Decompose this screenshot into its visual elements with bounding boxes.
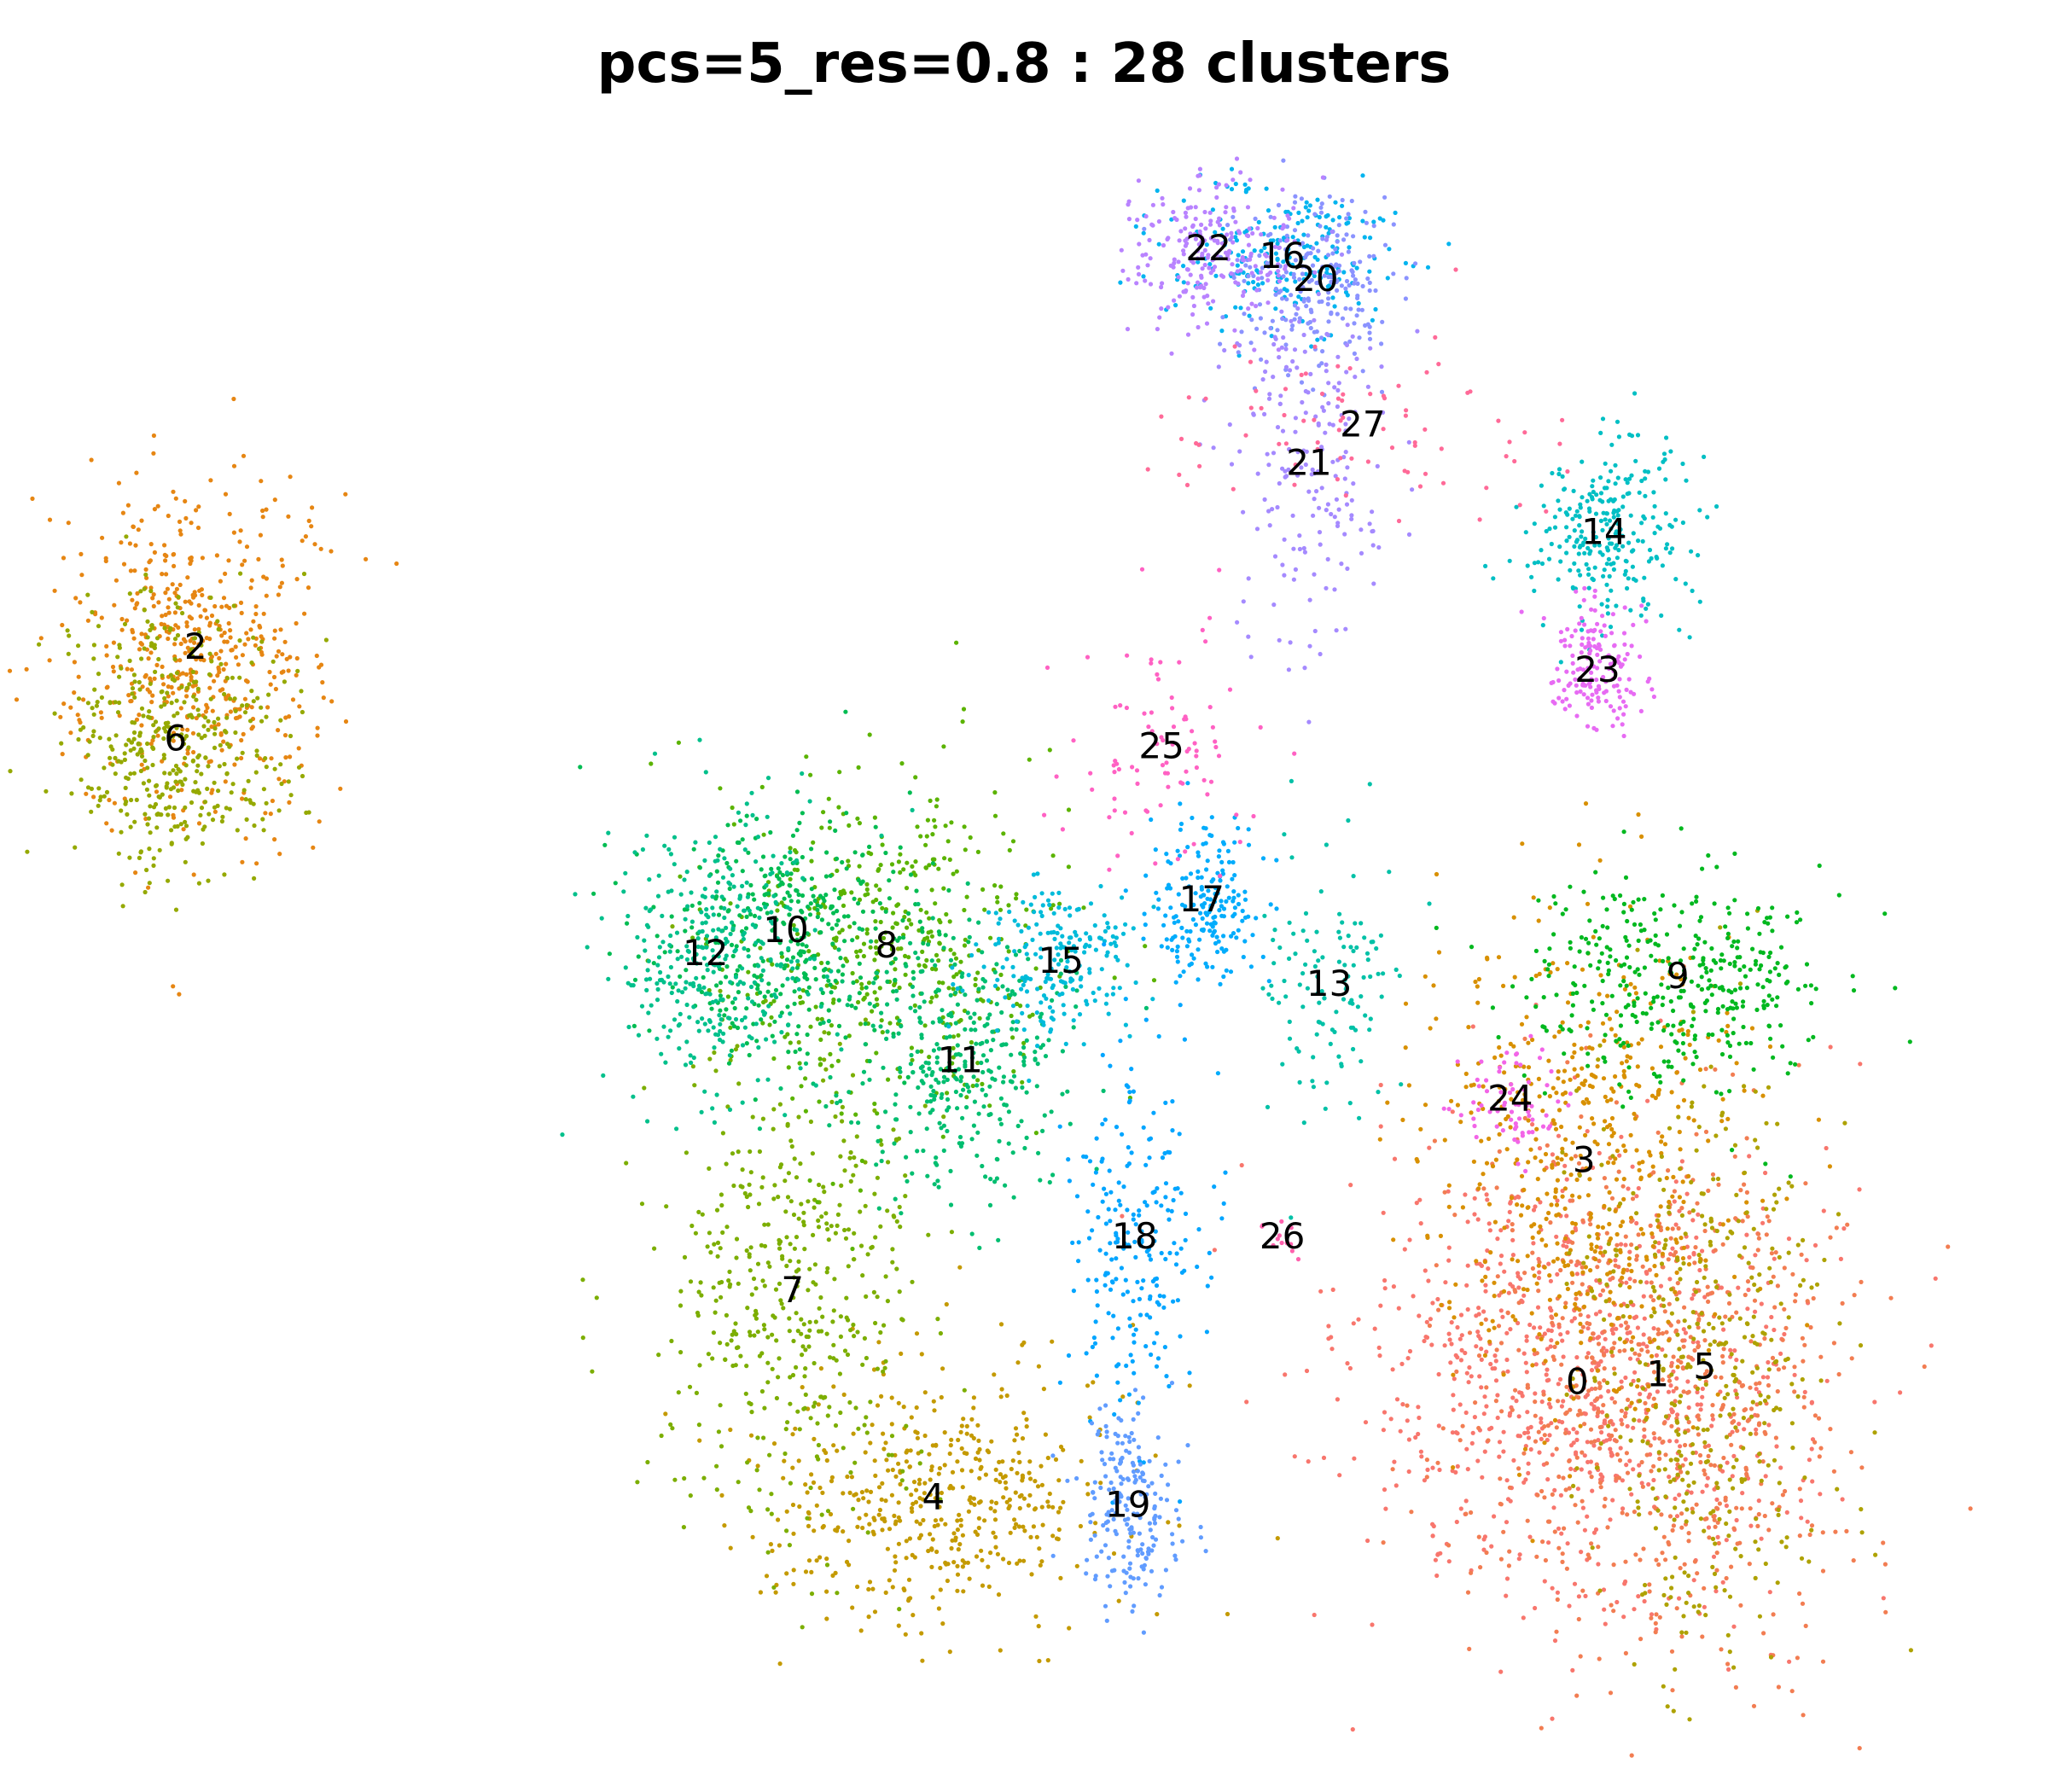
cluster-5-points bbox=[1560, 908, 1913, 1722]
cluster-2-points bbox=[7, 396, 399, 997]
cluster-24-points bbox=[1441, 1033, 1573, 1173]
cluster-label-16: 16 bbox=[1260, 235, 1305, 276]
cell-points-layer bbox=[7, 156, 1973, 1758]
cluster-label-14: 14 bbox=[1581, 510, 1626, 552]
cluster-label-0: 0 bbox=[1566, 1361, 1589, 1403]
cluster-14-points bbox=[1483, 391, 1719, 665]
cluster-9-points bbox=[1434, 826, 1912, 1179]
cluster-19-points bbox=[1050, 1381, 1208, 1635]
cluster-22-points bbox=[1119, 156, 1325, 356]
cluster-label-5: 5 bbox=[1693, 1346, 1716, 1388]
cluster-label-9: 9 bbox=[1667, 955, 1690, 997]
cluster-10-points bbox=[578, 709, 971, 1103]
cluster-label-10: 10 bbox=[763, 909, 808, 951]
cluster-label-12: 12 bbox=[683, 932, 728, 974]
cluster-label-20: 20 bbox=[1293, 258, 1338, 300]
cluster-23-points bbox=[1519, 585, 1656, 739]
cluster-label-11: 11 bbox=[938, 1039, 983, 1081]
cluster-15-points bbox=[946, 871, 1156, 1084]
cluster-label-2: 2 bbox=[184, 625, 207, 667]
cluster-label-8: 8 bbox=[876, 924, 899, 966]
cluster-25-points bbox=[1042, 567, 1297, 878]
cluster-label-24: 24 bbox=[1487, 1078, 1533, 1120]
cluster-21-points bbox=[1197, 229, 1420, 724]
cluster-label-4: 4 bbox=[922, 1475, 945, 1517]
cluster-3-points bbox=[1377, 801, 1832, 1544]
cluster-label-13: 13 bbox=[1306, 963, 1352, 1004]
cluster-label-27: 27 bbox=[1340, 404, 1385, 445]
chart-title: pcs=5_res=0.8 : 28 clusters bbox=[596, 32, 1452, 96]
cluster-label-17: 17 bbox=[1179, 878, 1225, 920]
cluster-11-points bbox=[757, 881, 1149, 1250]
cluster-labels-layer: 0 123456789101112131415161718192021222324… bbox=[164, 227, 1716, 1525]
cluster-17-points bbox=[1123, 781, 1279, 1076]
cluster-label-25: 25 bbox=[1138, 725, 1184, 767]
cluster-label-18: 18 bbox=[1112, 1215, 1157, 1257]
cluster-label-1: 1 bbox=[1646, 1353, 1669, 1395]
cluster-label-19: 19 bbox=[1105, 1483, 1150, 1525]
cluster-4-points bbox=[663, 1265, 1280, 1667]
cluster-26-points bbox=[1260, 1219, 1301, 1262]
cluster-label-21: 21 bbox=[1286, 442, 1331, 484]
cluster-label-3: 3 bbox=[1573, 1138, 1596, 1180]
cluster-27-points bbox=[1145, 267, 1570, 524]
cluster-13-points bbox=[1260, 778, 1432, 1220]
cluster-18-points bbox=[1057, 942, 1228, 1505]
cluster-7-points bbox=[580, 924, 967, 1630]
cluster-label-15: 15 bbox=[1038, 940, 1083, 981]
cluster-1-points bbox=[1381, 963, 1973, 1758]
cluster-label-22: 22 bbox=[1185, 227, 1231, 269]
cluster-12-points bbox=[560, 737, 915, 1137]
cluster-20-points bbox=[1142, 158, 1418, 398]
cluster-6-points bbox=[8, 534, 329, 912]
cluster-label-23: 23 bbox=[1574, 649, 1620, 690]
cluster-label-26: 26 bbox=[1260, 1215, 1305, 1257]
cluster-label-7: 7 bbox=[781, 1269, 804, 1311]
cluster-label-6: 6 bbox=[164, 718, 187, 759]
